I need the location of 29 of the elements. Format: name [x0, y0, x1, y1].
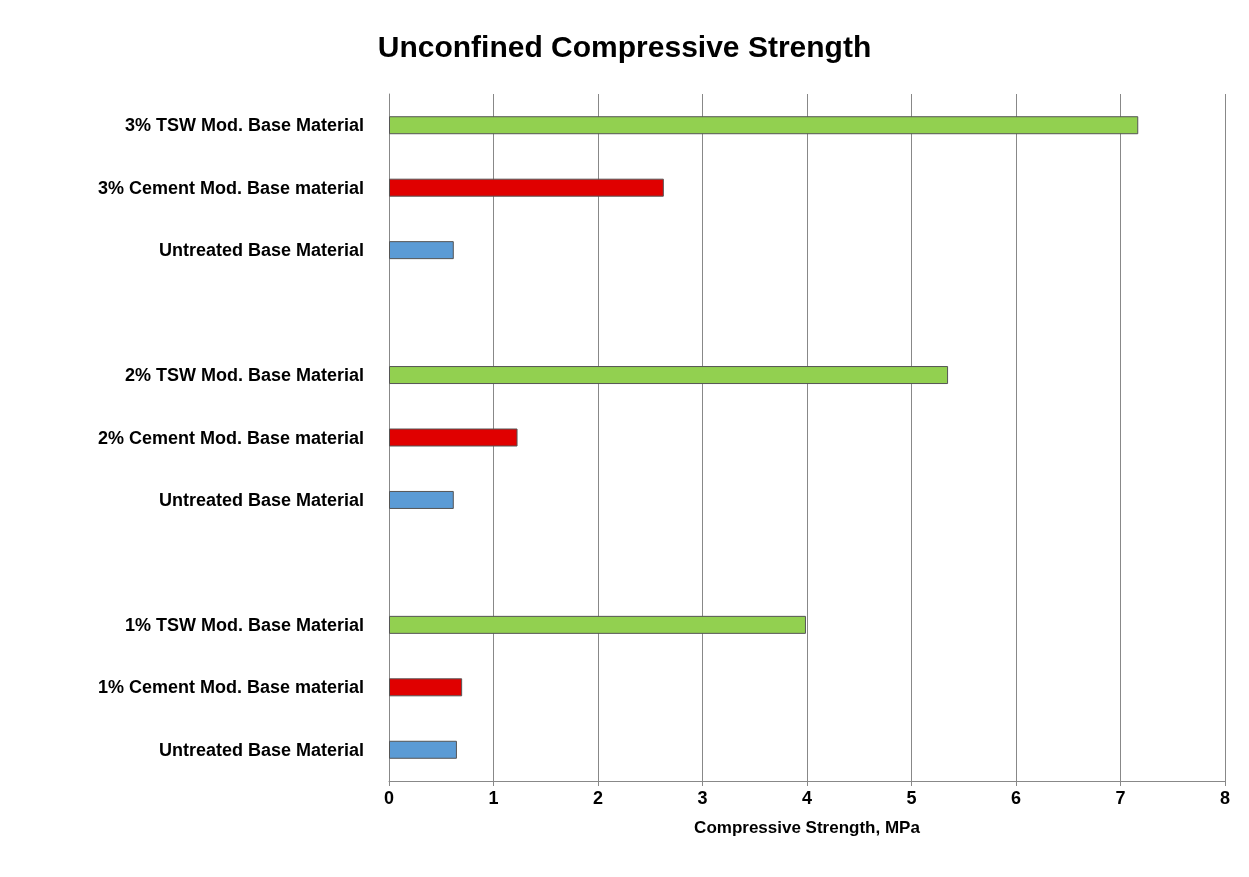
bar [389, 178, 664, 197]
bar [389, 678, 463, 697]
y-tick-label: 2% TSW Mod. Base Material [124, 365, 364, 386]
bar [389, 615, 806, 634]
chart-title: Unconfined Compressive Strength [377, 29, 872, 63]
y-tick-label: Untreated Base Material [158, 489, 364, 510]
x-tick-label: 6 [1010, 788, 1022, 808]
x-tick-label: 3 [697, 788, 708, 808]
bar [389, 740, 457, 759]
y-tick-label: 2% Cement Mod. Base material [97, 427, 364, 448]
y-tick-label: 3% TSW Mod. Base Material [124, 115, 364, 136]
x-axis-title: Compressive Strength, MPa [694, 818, 921, 837]
y-tick-label: Untreated Base Material [158, 240, 364, 261]
y-tick-label: 1% Cement Mod. Base material [97, 677, 364, 698]
bar [389, 241, 454, 260]
bar [389, 490, 454, 509]
y-tick-label: Untreated Base Material [158, 739, 364, 760]
x-tick-label: 1 [488, 788, 499, 808]
bar [389, 116, 1139, 135]
y-tick-label: 3% Cement Mod. Base material [97, 177, 364, 198]
x-tick-label: 7 [1115, 788, 1126, 808]
x-tick-label: 0 [383, 788, 395, 808]
y-tick-label: 1% TSW Mod. Base Material [124, 614, 364, 635]
x-tick-label: 4 [801, 788, 813, 808]
x-tick-label: 2 [592, 788, 604, 808]
x-tick-label: 5 [906, 788, 917, 808]
bar [389, 428, 518, 447]
bar [389, 366, 949, 385]
x-tick-label: 8 [1219, 788, 1231, 808]
